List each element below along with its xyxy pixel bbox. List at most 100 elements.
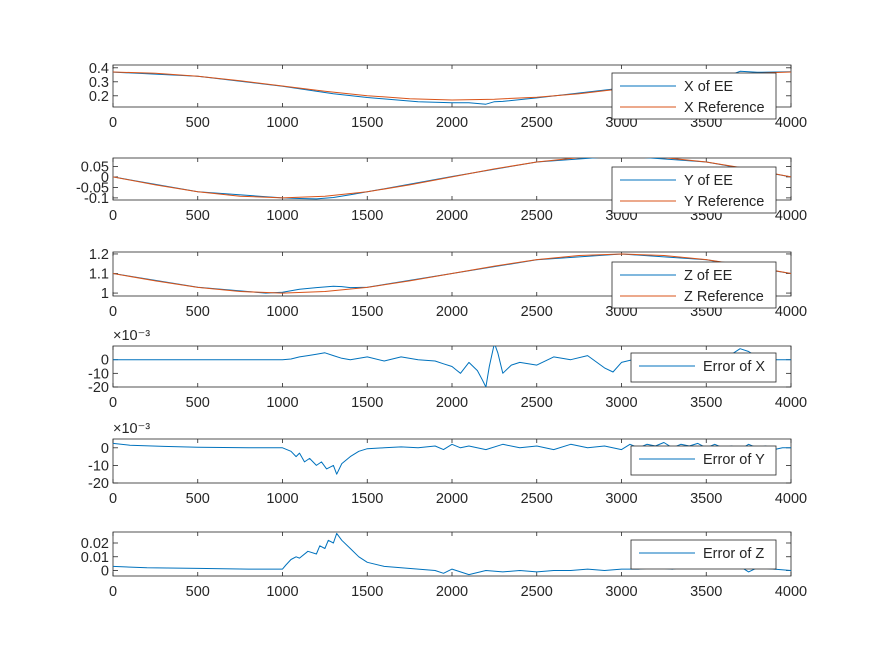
x-tick-label: 2500 [521, 115, 553, 131]
legend-box [611, 261, 777, 309]
y-exponent-label: ×10⁻³ [113, 421, 150, 437]
subplot-error-z: 0 500 1000 1500 2000 2500 3000 3500 400000.010.0… [81, 531, 807, 600]
x-tick-label: 0 [109, 208, 117, 224]
x-tick-label: 500 [186, 304, 210, 320]
x-tick-label: 4000 [775, 304, 807, 320]
x-tick-label: 2500 [521, 395, 553, 411]
x-tick-label: 3000 [605, 395, 637, 411]
series-line-error-of-y [113, 442, 791, 475]
y-tick-label: 0 [101, 564, 109, 580]
x-tick-label: 4000 [775, 584, 807, 600]
x-tick-label: 1000 [266, 395, 298, 411]
legend-entry: Error of Z [703, 546, 764, 562]
x-tick-label: 2500 [521, 304, 553, 320]
x-tick-label: 2000 [436, 304, 468, 320]
legend-entry: Error of X [703, 359, 765, 375]
x-tick-label: 500 [186, 208, 210, 224]
x-tick-label: 2000 [436, 115, 468, 131]
x-tick-label: 500 [186, 115, 210, 131]
legend-box [611, 166, 777, 214]
x-tick-label: 2500 [521, 208, 553, 224]
y-tick-label: -0.1 [84, 191, 109, 207]
y-tick-label: -0.05 [76, 180, 109, 196]
y-tick-label: 0.02 [81, 536, 109, 552]
x-tick-label: 3500 [690, 491, 722, 507]
x-tick-label: 0 [109, 584, 117, 600]
series-group [113, 442, 791, 475]
legend-box [630, 352, 777, 383]
y-tick-label: -20 [88, 380, 109, 396]
y-tick-label: 0 [101, 353, 109, 369]
x-tick-label: 1500 [351, 395, 383, 411]
subplot-z-position: 0 500 1000 1500 2000 2500 3000 3500 400011.11.2Z… [89, 247, 807, 320]
subplot-x-position: 0 500 1000 1500 2000 2500 3000 3500 40000.20.30.… [89, 61, 807, 131]
x-tick-label: 3000 [605, 584, 637, 600]
x-tick-label: 500 [186, 395, 210, 411]
subplot-error-y: 0 500 1000 1500 2000 2500 3000 3500 4000-20-100×… [88, 421, 807, 507]
x-tick-label: 2500 [521, 491, 553, 507]
x-tick-label: 0 [109, 115, 117, 131]
legend-entry: Z of EE [684, 268, 733, 284]
x-tick-label: 2000 [436, 208, 468, 224]
y-tick-label: 1.1 [89, 267, 109, 283]
x-tick-label: 3000 [605, 491, 637, 507]
x-tick-label: 500 [186, 584, 210, 600]
x-tick-label: 3500 [690, 584, 722, 600]
y-tick-label: 1.2 [89, 247, 109, 263]
legend: Error of X [630, 352, 777, 383]
x-tick-label: 4000 [775, 208, 807, 224]
x-tick-label: 1500 [351, 584, 383, 600]
legend-box [630, 445, 777, 476]
x-tick-label: 4000 [775, 491, 807, 507]
x-tick-label: 0 [109, 304, 117, 320]
x-tick-label: 1000 [266, 304, 298, 320]
y-tick-label: 0 [101, 441, 109, 457]
x-tick-label: 2000 [436, 491, 468, 507]
legend-entry: Y of EE [684, 173, 733, 189]
x-tick-label: 1500 [351, 304, 383, 320]
legend-entry: X Reference [684, 100, 765, 116]
y-tick-label: 0.01 [81, 550, 109, 566]
legend: X of EE X Reference [611, 72, 777, 120]
x-tick-label: 1500 [351, 115, 383, 131]
x-tick-label: 2500 [521, 584, 553, 600]
x-tick-label: 1000 [266, 115, 298, 131]
legend-entry: Error of Y [703, 452, 765, 468]
subplot-y-position: 0 500 1000 1500 2000 2500 3000 3500 4000-0.1-0.0… [76, 157, 807, 224]
x-tick-label: 3500 [690, 395, 722, 411]
series-line-z-reference [113, 253, 791, 294]
x-tick-label: 1500 [351, 208, 383, 224]
legend-entry: Z Reference [684, 289, 764, 305]
legend: Error of Z [630, 539, 777, 570]
series-group [113, 253, 791, 294]
x-tick-label: 4000 [775, 395, 807, 411]
x-tick-label: 4000 [775, 115, 807, 131]
x-tick-label: 1000 [266, 584, 298, 600]
legend-entry: X of EE [684, 79, 733, 95]
y-tick-label: -10 [88, 458, 109, 474]
legend-box [630, 539, 777, 570]
y-tick-label: 0.4 [89, 61, 109, 77]
legend: Z of EE Z Reference [611, 261, 777, 309]
x-tick-label: 1000 [266, 208, 298, 224]
y-tick-label: 0.2 [89, 89, 109, 105]
x-tick-label: 0 [109, 395, 117, 411]
x-tick-label: 0 [109, 491, 117, 507]
y-tick-label: 0.05 [81, 159, 109, 175]
y-tick-label: -10 [88, 366, 109, 382]
subplot-error-x: 0 500 1000 1500 2000 2500 3000 3500 4000-20-100×… [88, 328, 807, 411]
series-group [113, 158, 791, 200]
x-tick-label: 1000 [266, 491, 298, 507]
y-exponent-label: ×10⁻³ [113, 328, 150, 344]
x-tick-label: 1500 [351, 491, 383, 507]
legend-box [611, 72, 777, 120]
x-tick-label: 2000 [436, 395, 468, 411]
y-tick-label: 0.3 [89, 75, 109, 91]
y-tick-label: 0 [101, 170, 109, 186]
legend-entry: Y Reference [684, 194, 764, 210]
legend: Error of Y [630, 445, 777, 476]
x-tick-label: 2000 [436, 584, 468, 600]
y-tick-label: 1 [101, 286, 109, 302]
x-tick-label: 500 [186, 491, 210, 507]
